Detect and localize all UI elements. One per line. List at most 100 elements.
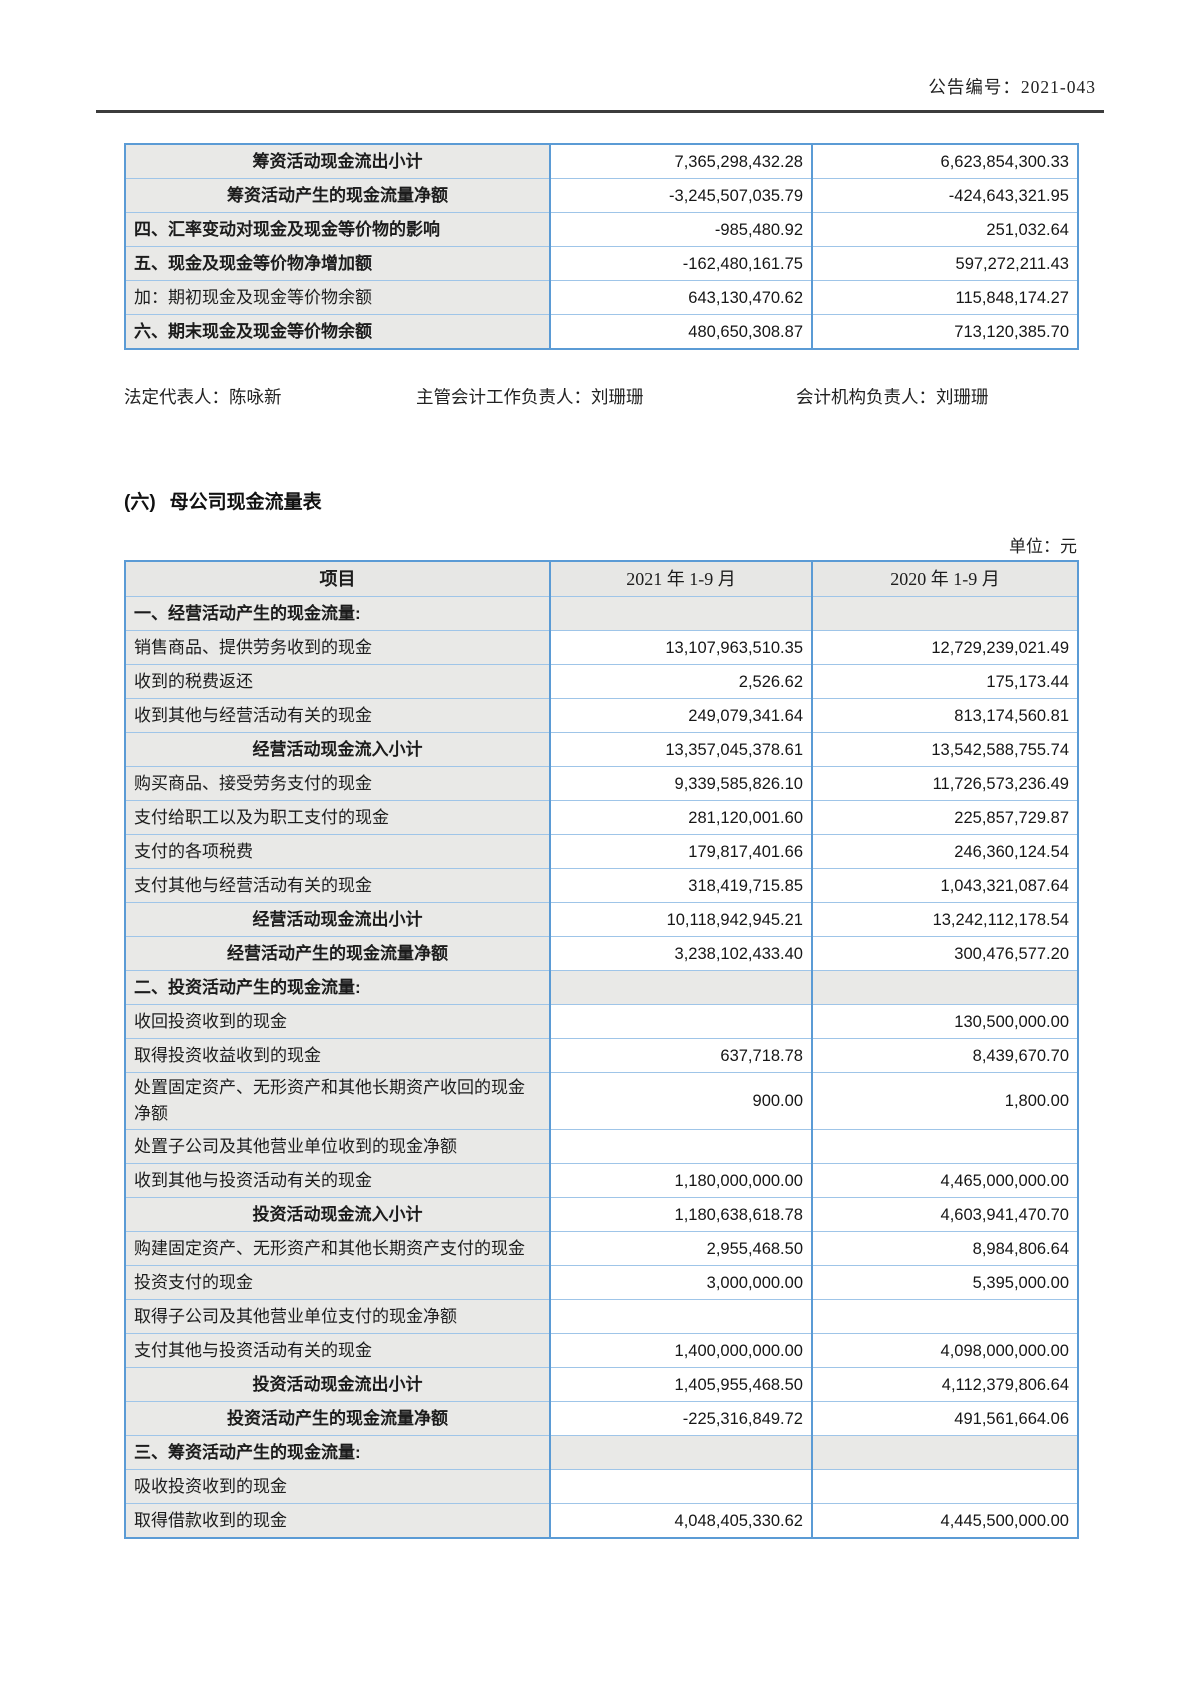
- table-row: 筹资活动现金流出小计 7,365,298,432.28 6,623,854,300.…: [125, 143, 1078, 179]
- row-label: 投资活动产生的现金流量净额: [125, 1401, 550, 1436]
- table-row: 投资活动现金流出小计 1,405,955,468.50 4,112,379,806.…: [125, 1367, 1078, 1402]
- parent-cashflow-table: 项目 2021 年 1-9 月 2020 年 1-9 月 一、经营活动产生的现金…: [124, 560, 1079, 1539]
- value-2020: 8,439,670.70: [811, 1038, 1078, 1073]
- value-2020: 246,360,124.54: [811, 834, 1078, 869]
- value-2021: 13,357,045,378.61: [549, 732, 812, 767]
- row-label: 投资活动现金流出小计: [125, 1367, 550, 1402]
- row-label: 处置子公司及其他营业单位收到的现金净额: [125, 1129, 550, 1164]
- table-row: 四、汇率变动对现金及现金等价物的影响 -985,480.92 251,032.64: [125, 212, 1078, 247]
- table-row: 支付其他与投资活动有关的现金 1,400,000,000.00 4,098,000,…: [125, 1333, 1078, 1368]
- table-row: 收回投资收到的现金 130,500,000.00: [125, 1004, 1078, 1039]
- row-label: 收回投资收到的现金: [125, 1004, 550, 1039]
- row-label: 支付的各项税费: [125, 834, 550, 869]
- value-2021: 4,048,405,330.62: [549, 1503, 812, 1539]
- value-2020: 4,112,379,806.64: [811, 1367, 1078, 1402]
- value-2020: [811, 1299, 1078, 1334]
- value-2021: 2,526.62: [549, 664, 812, 699]
- row-label: 筹资活动现金流出小计: [125, 143, 550, 179]
- table-row: 收到的税费返还 2,526.62 175,173.44: [125, 664, 1078, 699]
- value-2020: 4,098,000,000.00: [811, 1333, 1078, 1368]
- main-table-body: 一、经营活动产生的现金流量: 销售商品、提供劳务收到的现金 13,107,963,5…: [125, 596, 1078, 1539]
- value-2020: 175,173.44: [811, 664, 1078, 699]
- value-2021: [549, 1469, 812, 1504]
- value-2021: [549, 1129, 812, 1164]
- row-label: 四、汇率变动对现金及现金等价物的影响: [125, 212, 550, 247]
- table-row: 二、投资活动产生的现金流量:: [125, 970, 1078, 1005]
- value-2021: [549, 970, 812, 1005]
- value-2020: [811, 1435, 1078, 1470]
- value-2021: 179,817,401.66: [549, 834, 812, 869]
- row-label: 取得投资收益收到的现金: [125, 1038, 550, 1073]
- row-label: 取得子公司及其他营业单位支付的现金净额: [125, 1299, 550, 1334]
- table-row: 六、期末现金及现金等价物余额 480,650,308.87 713,120,385.…: [125, 314, 1078, 350]
- section-number: (六): [124, 492, 156, 513]
- section-heading: (六) 母公司现金流量表: [124, 487, 322, 514]
- row-label: 六、期末现金及现金等价物余额: [125, 314, 550, 350]
- value-2021: 7,365,298,432.28: [549, 143, 812, 179]
- row-label: 筹资活动产生的现金流量净额: [125, 178, 550, 213]
- value-2020: 4,445,500,000.00: [811, 1503, 1078, 1539]
- table-row: 吸收投资收到的现金: [125, 1469, 1078, 1504]
- row-label: 销售商品、提供劳务收到的现金: [125, 630, 550, 665]
- value-2020: 5,395,000.00: [811, 1265, 1078, 1300]
- row-label: 五、现金及现金等价物净增加额: [125, 246, 550, 281]
- table-row: 购买商品、接受劳务支付的现金 9,339,585,826.10 11,726,573…: [125, 766, 1078, 801]
- value-2021: 1,180,000,000.00: [549, 1163, 812, 1198]
- row-label: 收到其他与经营活动有关的现金: [125, 698, 550, 733]
- section-title: 母公司现金流量表: [169, 492, 322, 513]
- table-row: 经营活动产生的现金流量净额 3,238,102,433.40 300,476,577…: [125, 936, 1078, 971]
- value-2021: [549, 596, 812, 631]
- table-row: 支付给职工以及为职工支付的现金 281,120,001.60 225,857,729…: [125, 800, 1078, 835]
- value-2020: 115,848,174.27: [811, 280, 1078, 315]
- value-2020: 13,542,588,755.74: [811, 732, 1078, 767]
- row-label: 投资活动现金流入小计: [125, 1197, 550, 1232]
- row-label: 吸收投资收到的现金: [125, 1469, 550, 1504]
- value-2020: 300,476,577.20: [811, 936, 1078, 971]
- value-2020: 130,500,000.00: [811, 1004, 1078, 1039]
- value-2020: 6,623,854,300.33: [811, 143, 1078, 179]
- value-2021: 3,000,000.00: [549, 1265, 812, 1300]
- value-2020: 813,174,560.81: [811, 698, 1078, 733]
- table-row: 处置子公司及其他营业单位收到的现金净额: [125, 1129, 1078, 1164]
- unit-note: 单位：元: [1009, 537, 1077, 556]
- value-2020: 4,465,000,000.00: [811, 1163, 1078, 1198]
- row-label: 购买商品、接受劳务支付的现金: [125, 766, 550, 801]
- value-2021: 637,718.78: [549, 1038, 812, 1073]
- value-2020: [811, 970, 1078, 1005]
- value-2020: 597,272,211.43: [811, 246, 1078, 281]
- top-table-body: 筹资活动现金流出小计 7,365,298,432.28 6,623,854,300.…: [125, 143, 1078, 350]
- table-row: 取得投资收益收到的现金 637,718.78 8,439,670.70: [125, 1038, 1078, 1073]
- table-row: 一、经营活动产生的现金流量:: [125, 596, 1078, 631]
- table-row: 投资活动现金流入小计 1,180,638,618.78 4,603,941,470.…: [125, 1197, 1078, 1232]
- value-2020: [811, 1469, 1078, 1504]
- row-label: 处置固定资产、无形资产和其他长期资产收回的现金净额: [125, 1072, 550, 1130]
- accounting-dept-head: 会计机构负责人：刘珊珊: [796, 387, 989, 407]
- announcement-number: 公告编号：2021-043: [928, 77, 1096, 97]
- value-2021: 1,405,955,468.50: [549, 1367, 812, 1402]
- table-row: 经营活动现金流入小计 13,357,045,378.61 13,542,588,75…: [125, 732, 1078, 767]
- value-2020: 1,800.00: [811, 1072, 1078, 1130]
- col-header-2021: 2021 年 1-9 月: [549, 560, 812, 597]
- value-2021: 10,118,942,945.21: [549, 902, 812, 937]
- value-2021: 900.00: [549, 1072, 812, 1130]
- value-2020: 4,603,941,470.70: [811, 1197, 1078, 1232]
- value-2021: 281,120,001.60: [549, 800, 812, 835]
- value-2021: 249,079,341.64: [549, 698, 812, 733]
- header-rule: [96, 110, 1104, 113]
- value-2020: 225,857,729.87: [811, 800, 1078, 835]
- value-2020: -424,643,321.95: [811, 178, 1078, 213]
- value-2020: 12,729,239,021.49: [811, 630, 1078, 665]
- col-header-item: 项目: [125, 560, 550, 597]
- value-2021: [549, 1435, 812, 1470]
- row-label: 收到其他与投资活动有关的现金: [125, 1163, 550, 1198]
- table-row: 支付其他与经营活动有关的现金 318,419,715.85 1,043,321,08…: [125, 868, 1078, 903]
- table-row: 投资支付的现金 3,000,000.00 5,395,000.00: [125, 1265, 1078, 1300]
- value-2020: 491,561,664.06: [811, 1401, 1078, 1436]
- value-2021: 3,238,102,433.40: [549, 936, 812, 971]
- value-2021: 9,339,585,826.10: [549, 766, 812, 801]
- table-row: 投资活动产生的现金流量净额 -225,316,849.72 491,561,664.…: [125, 1401, 1078, 1436]
- value-2021: 1,180,638,618.78: [549, 1197, 812, 1232]
- table-row: 加：期初现金及现金等价物余额 643,130,470.62 115,848,174.…: [125, 280, 1078, 315]
- value-2020: 11,726,573,236.49: [811, 766, 1078, 801]
- value-2021: [549, 1299, 812, 1334]
